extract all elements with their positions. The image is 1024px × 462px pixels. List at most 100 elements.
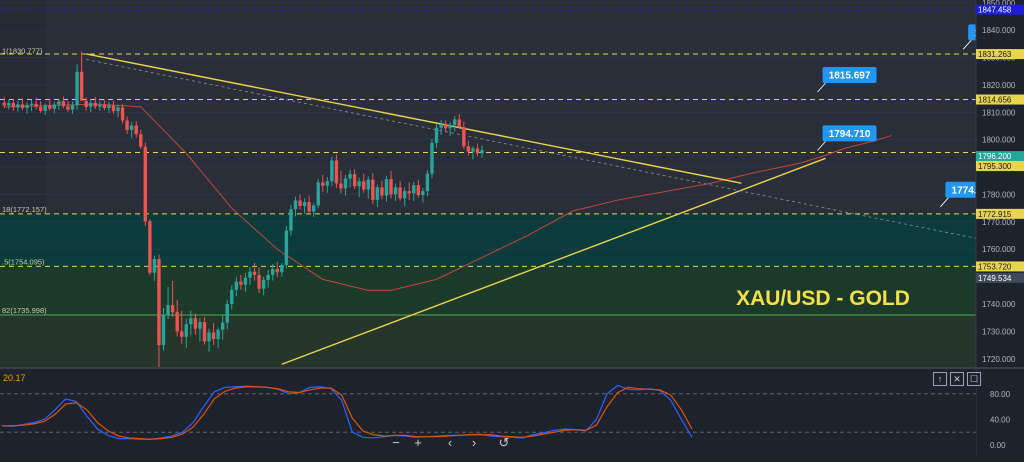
- candle-body: [425, 173, 430, 192]
- candle: [148, 219, 152, 275]
- pane-close-button[interactable]: ✕: [950, 372, 964, 386]
- candle: [129, 121, 134, 139]
- candle-body: [57, 101, 61, 105]
- price-tick-label-11: 1740.000: [982, 300, 1016, 309]
- candle-body: [66, 106, 70, 110]
- candle-body: [125, 120, 129, 130]
- candle-body: [439, 124, 443, 128]
- osc-tick-label-2: 0.00: [990, 441, 1006, 450]
- candle-body: [134, 125, 138, 135]
- price-tag-4: [976, 160, 1024, 171]
- candle-body: [271, 268, 275, 275]
- candle: [330, 156, 334, 187]
- candle-body: [198, 322, 202, 329]
- price-tick-label-13: 1720.000: [982, 355, 1016, 364]
- candle: [280, 262, 284, 277]
- candle-body: [152, 259, 157, 273]
- candle-body: [407, 191, 411, 194]
- candle: [70, 101, 75, 114]
- candle-body: [129, 125, 134, 130]
- price-tick-label-4: 1810.000: [982, 108, 1016, 117]
- candle-body: [471, 148, 475, 152]
- callout-pointer-2: [817, 141, 826, 151]
- candle: [366, 176, 370, 199]
- candle-body: [275, 268, 279, 273]
- candle-body: [220, 322, 225, 330]
- candle-body: [466, 146, 471, 152]
- candle-body: [184, 324, 188, 337]
- reset-chart-button[interactable]: ↺: [498, 435, 510, 450]
- candle: [321, 174, 325, 192]
- price-tag-2: [976, 94, 1024, 105]
- callout-box-1: [822, 67, 877, 84]
- scroll-left-button[interactable]: ‹: [447, 435, 453, 450]
- candle: [189, 310, 193, 336]
- candle: [448, 122, 452, 136]
- candle: [475, 143, 480, 157]
- oscillator-pane: [0, 369, 976, 457]
- price-tag-label-6: 1753.720: [978, 262, 1012, 271]
- price-tick-label-3: 1820.000: [982, 81, 1016, 90]
- pane-settings-button[interactable]: ☐: [967, 372, 981, 386]
- scroll-right-button[interactable]: ›: [471, 435, 477, 450]
- candle-body: [334, 160, 339, 184]
- candle: [220, 314, 225, 340]
- candle-body: [366, 179, 370, 190]
- candle-body: [166, 305, 170, 315]
- candle-body: [393, 187, 398, 195]
- candle: [84, 97, 88, 111]
- candle: [416, 180, 421, 198]
- candle-body: [352, 174, 357, 187]
- candle-body: [284, 230, 289, 266]
- candle: [7, 99, 11, 110]
- candle: [48, 99, 52, 111]
- candle: [380, 180, 384, 200]
- candle: [75, 64, 79, 110]
- candle: [462, 121, 466, 149]
- zoom-out-button[interactable]: −: [392, 435, 400, 450]
- candle-body: [43, 105, 47, 111]
- candle: [289, 204, 293, 236]
- candle: [175, 299, 179, 337]
- zoom-in-button[interactable]: +: [414, 435, 422, 450]
- candle: [120, 104, 125, 124]
- candle: [425, 169, 430, 197]
- trendline-2: [86, 59, 1024, 249]
- candle-body: [371, 179, 375, 200]
- candle-body: [375, 187, 380, 200]
- candle: [125, 116, 129, 134]
- price-tag-0: [976, 4, 1024, 15]
- candle-body: [61, 101, 66, 107]
- candle: [252, 262, 257, 281]
- candle: [29, 99, 34, 112]
- fib-label-2: .5(1754.095): [2, 257, 45, 266]
- candle: [357, 177, 361, 198]
- candle-body: [293, 200, 298, 210]
- candle: [348, 169, 352, 188]
- candle: [2, 97, 6, 109]
- candle-body: [480, 150, 484, 154]
- candle: [89, 99, 93, 113]
- candle: [143, 142, 148, 226]
- candle: [439, 119, 443, 135]
- pane-maximize-button[interactable]: ↑: [933, 372, 947, 386]
- candle: [480, 145, 484, 158]
- candle-body: [52, 104, 57, 109]
- candle-body: [11, 102, 16, 108]
- candle: [275, 261, 279, 278]
- candle: [334, 154, 339, 188]
- candle: [61, 96, 66, 109]
- candle: [434, 124, 439, 148]
- callout-pointer-0: [962, 40, 972, 50]
- candle-body: [389, 179, 393, 195]
- price-tag-label-7: 1749.534: [978, 274, 1012, 283]
- callout-box-2: [822, 125, 877, 142]
- candle: [79, 51, 84, 101]
- zone-band-2: [0, 314, 976, 367]
- price-tag-label-1: 1831.263: [978, 50, 1012, 59]
- candle: [375, 184, 380, 208]
- candle: [38, 101, 43, 113]
- candle-body: [230, 289, 234, 305]
